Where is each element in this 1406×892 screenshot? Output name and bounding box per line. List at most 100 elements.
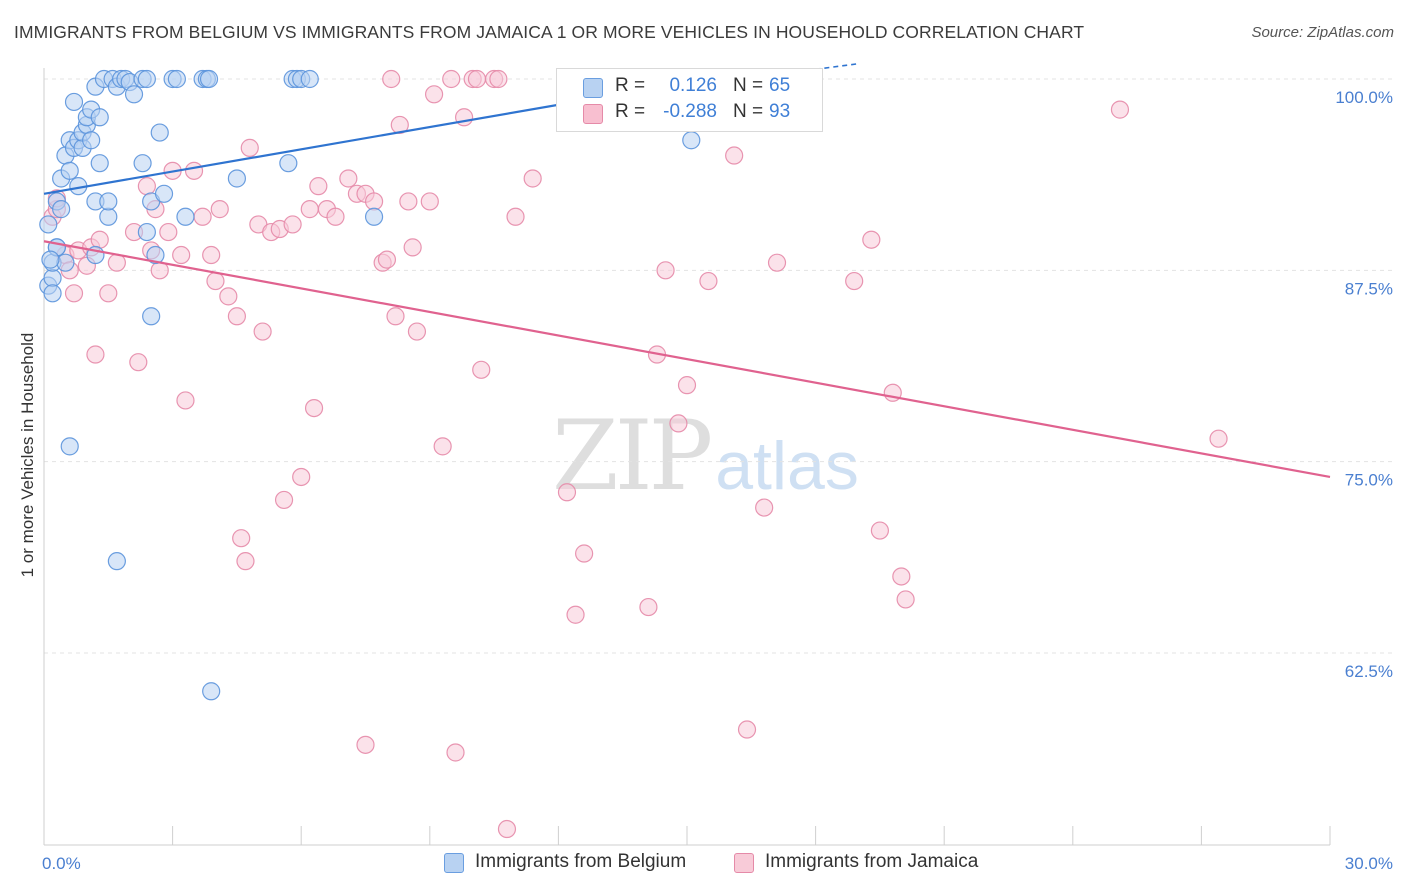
belgium-point <box>107 552 126 571</box>
belgium-point <box>176 207 195 226</box>
jamaica-point <box>575 544 594 563</box>
jamaica-point <box>1209 429 1228 448</box>
belgium-point <box>279 154 298 173</box>
jamaica-point <box>193 207 212 226</box>
jamaica-point <box>99 284 118 303</box>
belgium-point <box>202 682 221 701</box>
belgium-point <box>199 69 219 89</box>
legend-swatch-belgium <box>444 853 464 873</box>
legend-n-label: N = <box>733 101 764 122</box>
belgium-point <box>56 253 75 272</box>
axes <box>43 68 1331 846</box>
belgium-point <box>150 123 169 142</box>
belgium-point <box>99 192 118 211</box>
belgium-point <box>364 207 384 226</box>
legend-n-label: N = <box>733 75 764 96</box>
source-attribution: Source: ZipAtlas.com <box>1251 24 1394 41</box>
jamaica-trend-line <box>43 240 1331 479</box>
jamaica-point <box>1110 100 1130 119</box>
belgium-point <box>60 161 79 180</box>
correlation-legend: R = 0.126 N = 65 R = -0.288 N = 93 <box>556 68 823 132</box>
jamaica-point <box>253 322 272 341</box>
legend-label-jamaica: Immigrants from Jamaica <box>765 851 979 872</box>
belgium-point <box>60 437 79 456</box>
belgium-point <box>90 154 109 173</box>
belgium-point <box>146 245 165 265</box>
belgium-point <box>137 222 156 242</box>
jamaica-point <box>566 605 585 624</box>
jamaica-point <box>862 230 881 249</box>
jamaica-point <box>639 597 658 617</box>
jamaica-point <box>227 307 246 326</box>
jamaica-point <box>557 483 577 502</box>
legend-label-belgium: Immigrants from Belgium <box>475 851 687 872</box>
legend-r-label: R = <box>615 101 646 122</box>
jamaica-point <box>309 177 328 196</box>
jamaica-point <box>300 200 319 219</box>
legend-swatch-jamaica <box>583 104 603 124</box>
jamaica-point <box>232 529 251 548</box>
jamaica-point <box>206 271 225 291</box>
jamaica-point <box>407 322 427 341</box>
series-jamaica-points <box>43 69 1228 839</box>
jamaica-point <box>403 238 422 257</box>
y-tick-label: 87.5% <box>1345 279 1393 298</box>
belgium-point <box>124 85 144 104</box>
chart-title: IMMIGRANTS FROM BELGIUM VS IMMIGRANTS FR… <box>14 22 1085 42</box>
jamaica-point <box>283 215 302 234</box>
belgium-point <box>133 154 152 173</box>
jamaica-point <box>210 200 229 219</box>
jamaica-point <box>669 414 688 433</box>
jamaica-point <box>274 490 294 510</box>
jamaica-point <box>292 467 311 487</box>
legend-n-value: 93 <box>769 101 791 122</box>
jamaica-point <box>86 345 105 364</box>
jamaica-point <box>176 391 195 410</box>
jamaica-point <box>382 69 401 89</box>
belgium-point <box>39 215 58 234</box>
belgium-point <box>227 169 246 188</box>
y-tick-label: 100.0% <box>1335 88 1393 107</box>
jamaica-point <box>446 743 465 762</box>
belgium-point <box>300 69 319 89</box>
series-belgium-points <box>39 69 701 701</box>
jamaica-point <box>870 521 890 540</box>
legend-row-jamaica: R = -0.288 N = 93 <box>557 101 822 127</box>
jamaica-point <box>377 250 397 269</box>
belgium-point <box>52 200 71 219</box>
jamaica-point <box>326 207 345 226</box>
belgium-point <box>137 69 156 89</box>
legend-r-value: -0.288 <box>663 101 717 122</box>
jamaica-point <box>497 819 517 839</box>
jamaica-point <box>304 398 324 418</box>
tick-labels: 62.5% 75.0% 87.5% 100.0% 0.0% 30.0% <box>42 88 1393 873</box>
jamaica-point <box>236 552 255 571</box>
jamaica-point <box>339 169 358 188</box>
jamaica-point <box>240 138 259 157</box>
belgium-point <box>682 131 701 150</box>
jamaica-point <box>364 192 384 211</box>
jamaica-point <box>399 192 418 211</box>
jamaica-point <box>202 245 221 265</box>
y-tick-label: 62.5% <box>1345 662 1393 681</box>
belgium-point <box>82 131 101 150</box>
jamaica-point <box>725 146 744 165</box>
belgium-point <box>99 207 118 226</box>
x-tick-label: 0.0% <box>42 854 81 873</box>
jamaica-point <box>472 360 491 379</box>
y-tick-label: 75.0% <box>1345 471 1393 490</box>
jamaica-point <box>390 115 409 135</box>
legend-swatch-belgium <box>583 78 603 98</box>
belgium-point <box>154 184 174 203</box>
jamaica-point <box>656 261 675 280</box>
legend-r-label: R = <box>615 75 646 96</box>
jamaica-point <box>755 498 774 517</box>
legend-row-belgium: R = 0.126 N = 65 <box>557 75 822 101</box>
belgium-point <box>41 250 60 269</box>
legend-n-value: 65 <box>769 75 791 96</box>
belgium-point <box>64 92 84 112</box>
jamaica-point <box>896 590 915 609</box>
jamaica-point <box>677 376 697 395</box>
jamaica-point <box>159 222 178 242</box>
